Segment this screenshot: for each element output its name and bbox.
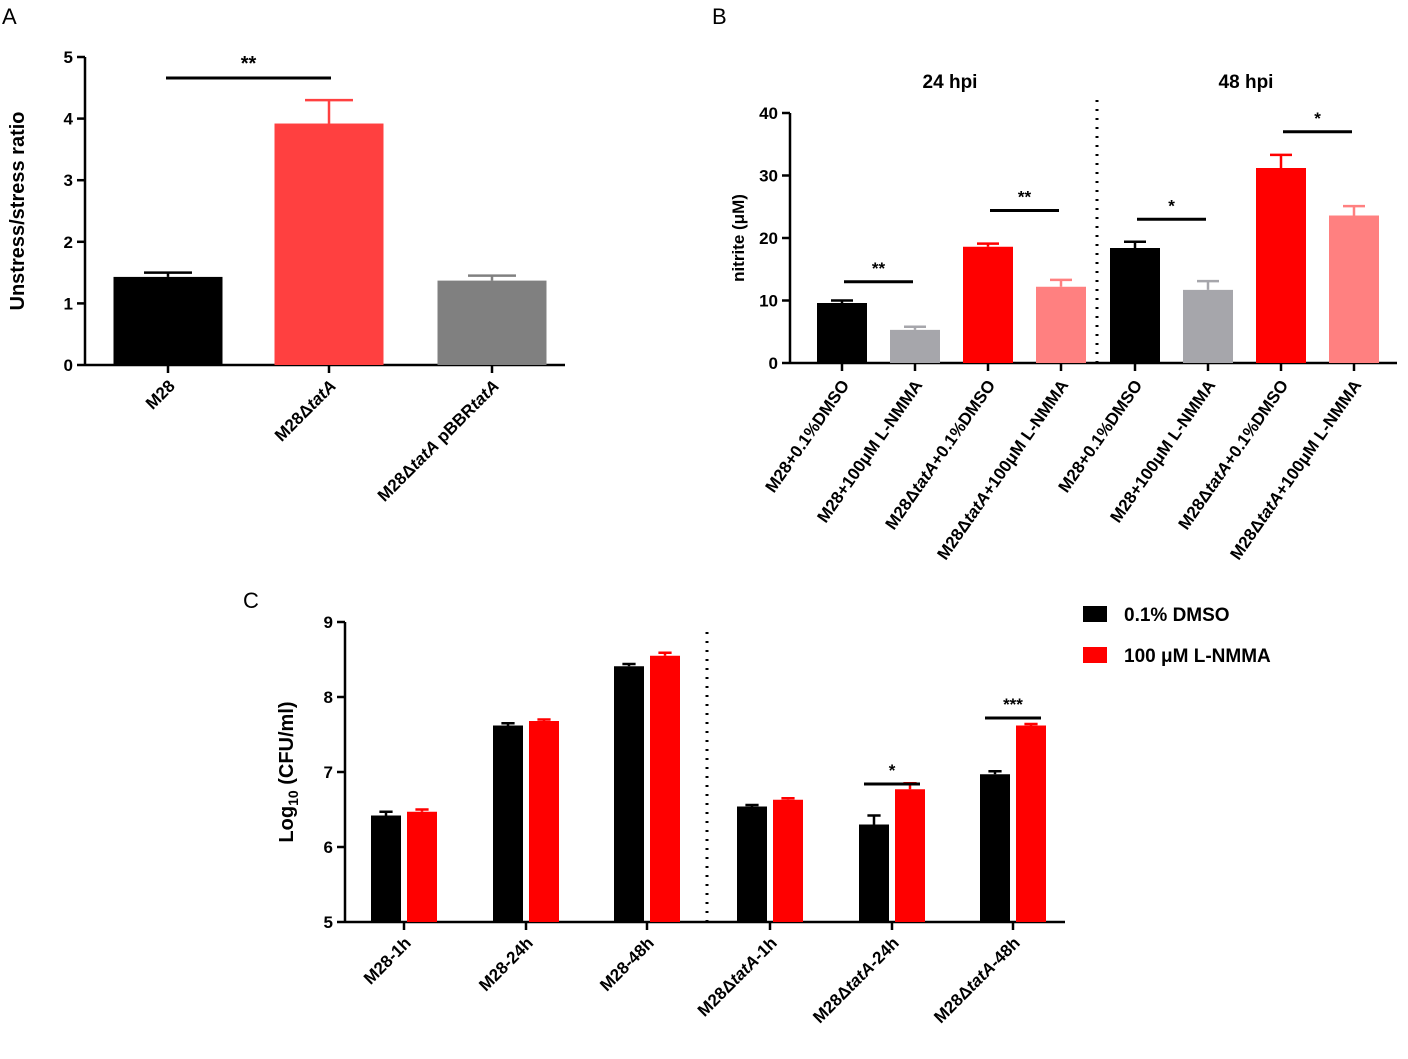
- panel-b-bar: [1183, 289, 1233, 363]
- panel-b-x-tick-label: M28ΔtatA+100μM L-NMMA: [933, 376, 1072, 563]
- panel-c-y-tick-label: 5: [324, 913, 333, 932]
- panel-b-significance-label: **: [1018, 188, 1032, 207]
- panel-letter-a: A: [2, 4, 17, 29]
- panel-a-bar: [437, 280, 547, 365]
- panel-b-bar: [890, 329, 940, 363]
- panel-c-bar: [614, 666, 644, 922]
- panel-a-y-axis-label: Unstress/stress ratio: [7, 112, 29, 311]
- panel-a-y-tick-label: 4: [64, 110, 74, 129]
- panel-a-x-tick-label: M28ΔtatA pBBRtatA: [374, 376, 503, 505]
- panel-a-y-tick-label: 2: [64, 233, 73, 252]
- panel-a-y-tick-label: 0: [64, 356, 73, 375]
- panel-b-significance-label: **: [872, 259, 886, 278]
- panel-c-legend-swatch: [1083, 606, 1107, 622]
- panel-a-chart: 0 1 2 3 4 5 M28 M28ΔtatA M28ΔtatA pBBRtatA ** Unst…: [7, 48, 565, 505]
- panel-b-group-label: 24 hpi: [923, 72, 978, 93]
- panel-b-y-tick-label: 30: [759, 167, 778, 186]
- panel-c-x-tick-label: M28ΔtatA-24h: [809, 933, 903, 1027]
- panel-a-significance-label: **: [241, 53, 257, 75]
- panel-b-bar: [1256, 168, 1306, 363]
- panel-a-y-tick-label: 1: [64, 294, 73, 313]
- panel-c-bar: [1016, 725, 1046, 922]
- panel-c-significance-label: *: [889, 761, 896, 780]
- panel-b-bar: [1036, 286, 1086, 363]
- panel-letter-c: C: [243, 588, 259, 613]
- panel-c-legend-label: 100 μM L-NMMA: [1124, 646, 1271, 667]
- panel-c-y-axis-label: Log10 (CFU/ml): [276, 701, 301, 842]
- panel-c-bar: [773, 799, 803, 922]
- panel-c-bar: [895, 789, 925, 922]
- panel-c-x-tick-label: M28-48h: [596, 933, 658, 995]
- panel-a-bar: [274, 123, 384, 365]
- panel-c-x-tick-label: M28-1h: [360, 933, 415, 988]
- panel-c-x-tick-label: M28ΔtatA-48h: [930, 933, 1024, 1027]
- panel-c-x-tick-label: M28-24h: [475, 933, 537, 995]
- panel-c-x-tick-label: M28ΔtatA-1h: [694, 933, 781, 1020]
- panel-c-bar: [650, 655, 680, 922]
- panel-b-bar: [1329, 215, 1379, 363]
- panel-b-y-tick-label: 20: [759, 229, 778, 248]
- panel-c-chart: 5 6 7 8 9 M28-1h M28-24h M28-48h M28ΔtatA-1h M28Δ…: [276, 605, 1271, 1027]
- panel-b-y-tick-label: 10: [759, 292, 778, 311]
- panel-b-x-tick-label: M28ΔtatA+100μM L-NMMA: [1226, 376, 1365, 563]
- panel-c-bar: [980, 774, 1010, 922]
- panel-c-y-tick-label: 6: [324, 838, 333, 857]
- panel-c-legend-label: 0.1% DMSO: [1124, 605, 1230, 626]
- panel-b-group-label: 48 hpi: [1219, 72, 1274, 93]
- panel-a-x-tick-label: M28: [142, 376, 179, 413]
- panel-a-y-tick-label: 3: [64, 171, 73, 190]
- panel-b-significance-label: *: [1314, 109, 1321, 128]
- panel-a-y-tick-label: 5: [64, 48, 73, 67]
- panel-c-bar: [859, 824, 889, 922]
- panel-c-y-tick-label: 9: [324, 613, 333, 632]
- panel-b-y-tick-label: 0: [769, 354, 778, 373]
- panel-c-y-tick-label: 7: [324, 763, 333, 782]
- panel-a-x-tick-label: M28ΔtatA: [271, 376, 340, 445]
- panel-c-bar: [529, 721, 559, 922]
- panel-b-bar: [963, 246, 1013, 363]
- panel-a-bar: [113, 276, 223, 365]
- panel-c-legend-swatch: [1083, 647, 1107, 663]
- panel-c-y-tick-label: 8: [324, 688, 333, 707]
- panel-b-bar: [817, 303, 867, 363]
- panel-letter-b: B: [712, 4, 727, 29]
- panel-c-bar: [493, 725, 523, 922]
- panel-c-bar: [371, 815, 401, 922]
- panel-c-bar: [407, 811, 437, 922]
- panel-b-y-tick-label: 40: [759, 104, 778, 123]
- panel-c-significance-label: ***: [1003, 695, 1023, 714]
- panel-b-significance-label: *: [1168, 196, 1175, 215]
- panel-b-y-axis-label: nitrite (μM): [729, 194, 748, 282]
- panel-c-bar: [737, 806, 767, 922]
- panel-b-bar: [1110, 248, 1160, 363]
